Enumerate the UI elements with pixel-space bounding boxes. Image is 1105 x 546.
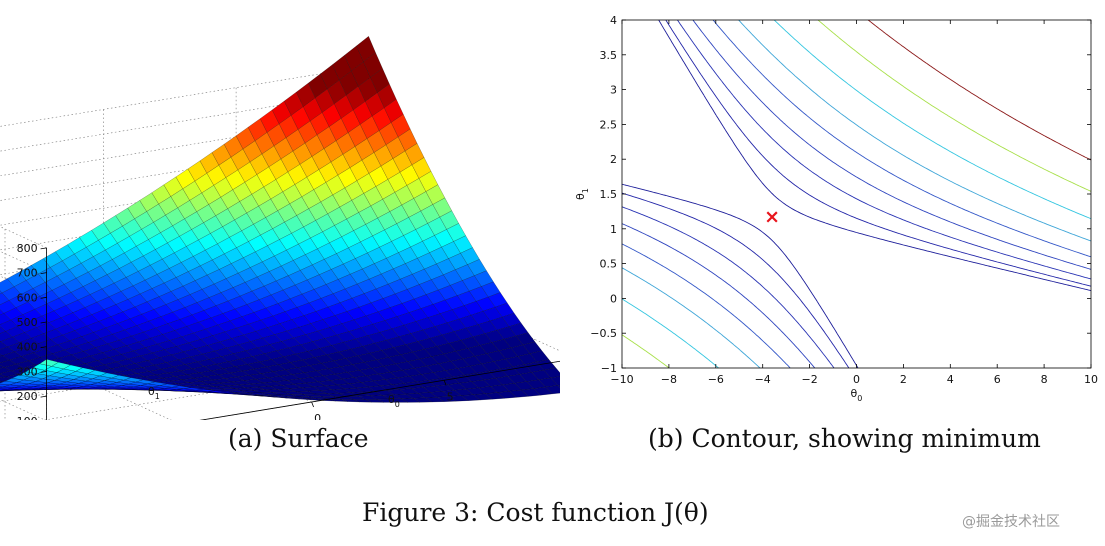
x-tick-label: −10	[610, 373, 633, 386]
x-tick-label: −4	[755, 373, 771, 386]
theta0-tick-label: 0	[314, 412, 321, 420]
watermark-text: @掘金技术社区	[962, 514, 1060, 530]
y-tick-label: 2	[610, 153, 617, 166]
z-tick	[40, 272, 47, 274]
x-tick-label: 0	[853, 373, 860, 386]
x-tick-label: 4	[947, 373, 954, 386]
caption-a: (a) Surface	[228, 424, 369, 453]
contour-line	[622, 20, 1091, 368]
y-tick-label: 0.5	[600, 258, 618, 271]
z-tick	[40, 296, 47, 299]
x-tick-label: −2	[801, 373, 817, 386]
x-tick-label: 8	[1041, 373, 1048, 386]
z-tick	[40, 346, 47, 349]
contour-line	[622, 20, 1091, 368]
z-tick-label: 300	[17, 365, 38, 378]
y-tick-label: 1.5	[600, 188, 618, 201]
figure-caption: Figure 3: Cost function J(θ)	[362, 498, 709, 527]
contour-line	[622, 20, 1091, 368]
z-tick	[40, 371, 47, 373]
theta0-tick	[311, 401, 314, 408]
y-tick-label: 2.5	[600, 118, 618, 131]
z-tick-label: 500	[17, 316, 38, 329]
contour-x-axis-label: θ0	[851, 387, 863, 403]
z-tick-label: 700	[17, 267, 38, 280]
z-tick	[40, 321, 47, 324]
x-tick-label: 6	[994, 373, 1001, 386]
contour-line	[622, 20, 1091, 368]
surface-plot: 0100200300400500600700800−101234−10−5051…	[0, 36, 560, 420]
y-tick-label: 3	[610, 84, 617, 97]
contour-line	[622, 20, 1091, 368]
y-tick-label: 4	[610, 14, 617, 27]
contour-line	[622, 20, 1091, 368]
theta0-tick-label: 5	[447, 390, 454, 403]
z-tick-label: 100	[17, 415, 38, 420]
surface-x-axis-label: θ0	[388, 393, 400, 409]
x-tick-label: −6	[708, 373, 724, 386]
theta0-axis	[199, 360, 560, 420]
theta0-tick	[443, 380, 447, 386]
contour-axes-box	[621, 19, 1092, 369]
contour-y-axis-label: θ1	[574, 188, 590, 200]
y-tick-label: 3.5	[600, 49, 618, 62]
z-tick-label: 200	[17, 390, 38, 403]
contour-plot: −10 −8 −6 −4 −2 0 2 4 6 8 10 −1 −0.5 0 0.5 1 1.5 2 2.5 3 3.5…	[574, 14, 1098, 403]
x-tick-label: 10	[1084, 373, 1098, 386]
caption-b: (b) Contour, showing minimum	[648, 424, 1041, 453]
contour-line	[622, 20, 1091, 368]
surface-mesh	[0, 36, 560, 403]
x-tick-label: 2	[900, 373, 907, 386]
y-tick-label: 1	[610, 223, 617, 236]
y-tick-label: 0	[610, 292, 617, 305]
minimum-marker	[766, 211, 778, 223]
z-tick-label: 400	[17, 341, 38, 354]
z-tick	[40, 395, 47, 398]
contour-line	[622, 20, 1091, 368]
x-tick-label: −8	[661, 373, 677, 386]
z-tick	[40, 247, 47, 250]
z-tick-label: 800	[17, 242, 38, 255]
y-tick-label: −0.5	[590, 327, 617, 340]
contour-line	[867, 20, 1091, 161]
surface-y-axis-label: θ1	[148, 385, 160, 401]
y-tick-label: −1	[601, 362, 617, 375]
z-tick-label: 600	[17, 291, 38, 304]
